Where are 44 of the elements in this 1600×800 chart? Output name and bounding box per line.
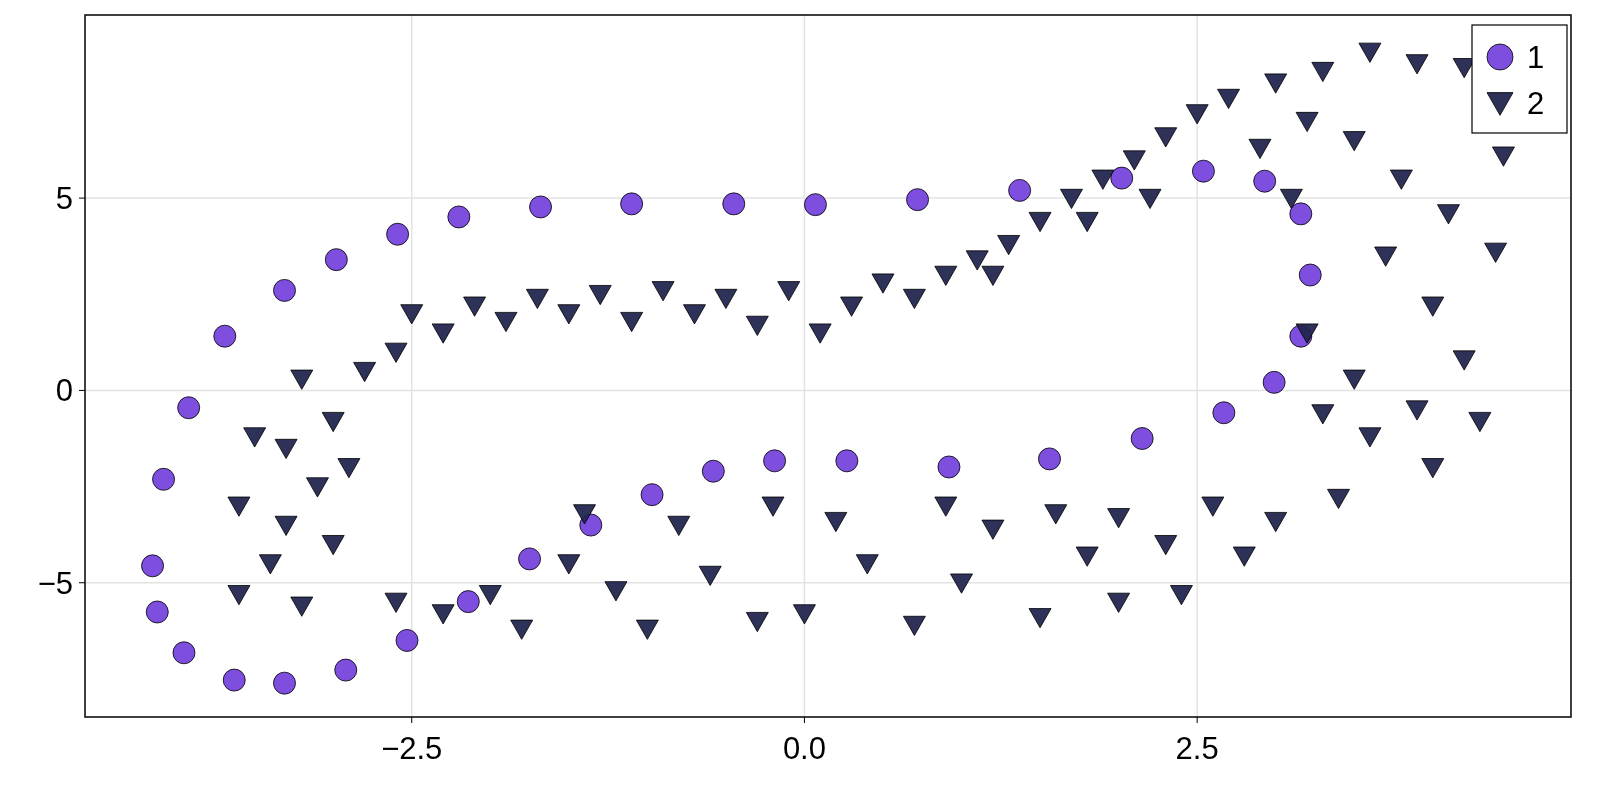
point — [456, 590, 480, 613]
y-tick-label: 0 — [55, 373, 73, 409]
x-tick-label: 2.5 — [1175, 731, 1219, 766]
point — [722, 192, 746, 216]
point — [701, 459, 725, 483]
point — [1008, 179, 1032, 202]
point — [1298, 263, 1322, 287]
point — [640, 483, 664, 507]
point — [804, 193, 827, 217]
legend-label: 2 — [1527, 85, 1545, 121]
point — [937, 455, 961, 479]
point — [172, 641, 196, 665]
x-tick-label: 0.0 — [782, 731, 826, 766]
y-tick-label: 5 — [55, 180, 73, 216]
point — [273, 671, 296, 695]
point — [395, 629, 419, 652]
point — [1130, 427, 1154, 450]
point — [334, 658, 358, 682]
point — [145, 600, 169, 624]
point — [518, 547, 541, 571]
point — [222, 668, 246, 692]
point — [620, 192, 644, 216]
point — [906, 188, 929, 212]
x-tick-label: −2.5 — [381, 731, 443, 766]
point — [1212, 401, 1236, 425]
point — [1262, 370, 1286, 394]
point — [835, 449, 859, 473]
point — [177, 396, 201, 420]
point — [273, 279, 296, 302]
point — [447, 205, 471, 229]
point — [1192, 159, 1215, 183]
point — [386, 222, 409, 246]
point — [1289, 202, 1313, 226]
point — [1253, 169, 1277, 193]
y-tick-label: −5 — [37, 565, 73, 601]
point — [324, 248, 348, 272]
point — [1110, 166, 1134, 190]
legend-label: 1 — [1527, 39, 1545, 75]
point — [152, 467, 175, 491]
point — [529, 195, 552, 219]
point — [141, 554, 164, 578]
point — [213, 324, 237, 348]
point — [1038, 447, 1061, 471]
point — [763, 449, 786, 473]
